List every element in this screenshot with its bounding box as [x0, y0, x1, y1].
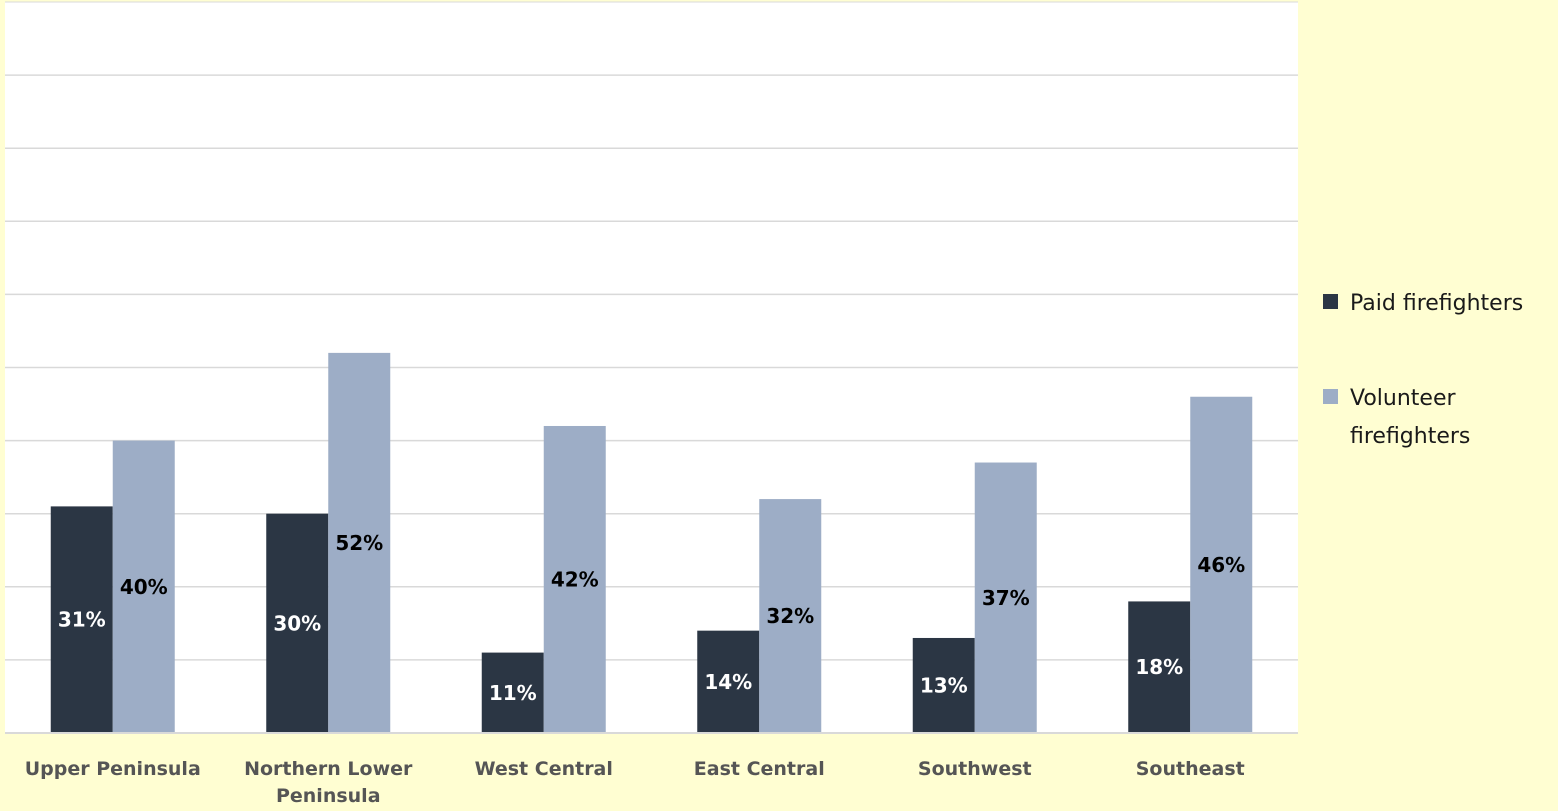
bar-paid: [481, 652, 544, 733]
data-label: 46%: [1197, 553, 1245, 577]
data-label: 18%: [1135, 655, 1183, 679]
bar-volunteer: [543, 425, 606, 733]
data-label: 30%: [273, 611, 321, 635]
data-label: 37%: [982, 586, 1030, 610]
x-tick-label: Southwest: [918, 758, 1032, 780]
x-tick-label: Southeast: [1136, 758, 1245, 780]
bar-volunteer: [328, 352, 391, 733]
legend-swatch-volunteer: [1323, 389, 1338, 404]
legend-label: Volunteer: [1350, 386, 1456, 411]
data-label: 13%: [920, 673, 968, 697]
bar-paid: [266, 513, 329, 733]
bar-paid: [697, 630, 760, 733]
x-tick-label: Northern Lower: [244, 758, 413, 780]
x-tick-label: Peninsula: [276, 785, 381, 807]
x-tick-label: Upper Peninsula: [25, 758, 201, 780]
data-label: 11%: [489, 681, 537, 705]
bar-volunteer: [759, 499, 822, 733]
data-label: 42%: [551, 567, 599, 591]
x-tick-label: East Central: [694, 758, 825, 780]
bar-paid: [1128, 601, 1191, 733]
legend-label: Paid firefighters: [1350, 291, 1523, 316]
bar-volunteer: [974, 462, 1037, 733]
data-label: 52%: [335, 531, 383, 555]
bar-volunteer: [112, 440, 175, 733]
data-label: 14%: [704, 670, 752, 694]
legend-swatch-paid: [1323, 294, 1338, 309]
data-label: 40%: [120, 575, 168, 599]
legend-label: firefighters: [1350, 424, 1470, 449]
bar-paid: [912, 637, 975, 733]
data-label: 31%: [58, 608, 106, 632]
bar-volunteer: [1190, 396, 1253, 733]
data-label: 32%: [766, 604, 814, 628]
x-tick-label: West Central: [475, 758, 613, 780]
bar-paid: [50, 506, 113, 733]
